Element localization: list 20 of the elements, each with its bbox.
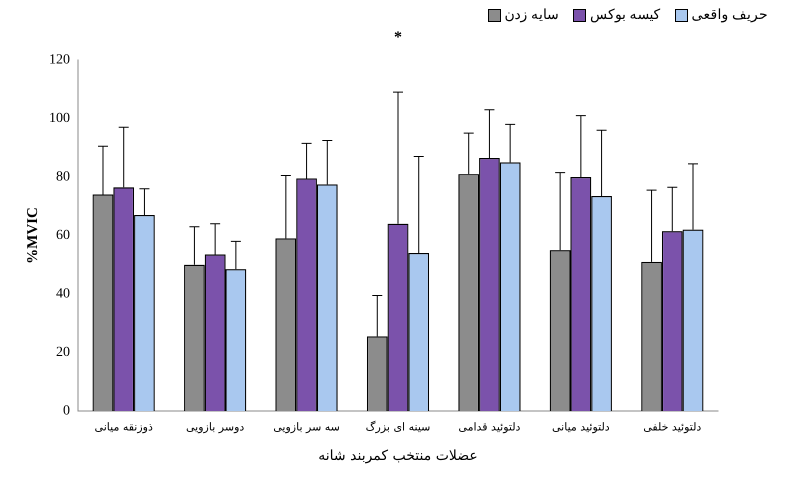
x-axis-title: عضلات منتخب کمربند شانه <box>318 448 478 464</box>
y-tick-label: 20 <box>56 345 70 360</box>
legend-label: کیسه بوکس <box>590 7 660 24</box>
text: * <box>394 29 402 46</box>
y-tick-label: 100 <box>49 111 70 126</box>
legend-label: حریف واقعی <box>692 7 768 24</box>
y-axis-title: %MVIC <box>24 207 41 264</box>
x-tick-label: دلتوئید میانی <box>552 420 610 434</box>
x-tick-label: دوسر بازویی <box>186 420 244 434</box>
y-tick-label: 40 <box>56 286 70 302</box>
x-tick-label: دلتوئید قدامی <box>458 420 521 434</box>
y-tick-label: 120 <box>49 52 70 68</box>
y-tick-label: 60 <box>56 228 70 244</box>
x-tick-label: ذوزنقه میانی <box>94 420 153 434</box>
x-tick-label: دلتوئید خلفی <box>643 420 702 434</box>
y-tick-label: 80 <box>56 170 70 185</box>
x-tick-label: سینه ای بزرگ <box>366 420 430 434</box>
x-tick-label: سه سر بازویی <box>273 420 340 434</box>
legend-label: سایه زدن <box>504 7 559 24</box>
y-tick-label: 0 <box>63 404 70 419</box>
